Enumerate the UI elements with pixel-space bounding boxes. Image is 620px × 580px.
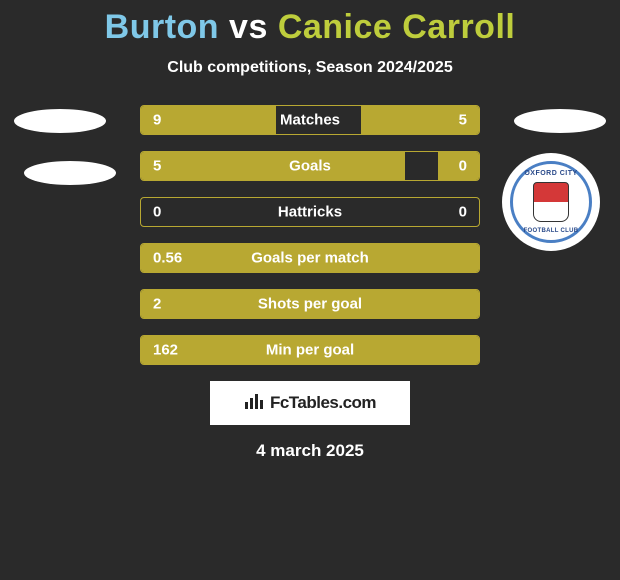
badge-text-bottom: FOOTBALL CLUB	[524, 228, 579, 234]
bar-row: 9Matches5	[140, 105, 480, 135]
bar-value-right: 0	[459, 204, 467, 221]
bar-fill-left	[141, 290, 479, 318]
site-logo-text: FcTables.com	[270, 393, 376, 413]
badge-text-top: OXFORD CITY	[524, 170, 577, 177]
left-logo-placeholder	[14, 109, 106, 133]
date-text: 4 march 2025	[0, 441, 620, 461]
player1-name: Burton	[105, 8, 219, 46]
bar-fill-left	[141, 152, 405, 180]
bar-row: 5Goals0	[140, 151, 480, 181]
subtitle: Club competitions, Season 2024/2025	[0, 59, 620, 77]
bar-value-left: 0	[153, 204, 161, 221]
club-badge-inner: OXFORD CITY FOOTBALL CLUB	[510, 161, 592, 243]
bar-fill-right	[361, 106, 479, 134]
player2-name: Canice Carroll	[278, 8, 516, 46]
badge-shield-icon	[533, 182, 569, 222]
site-logo: FcTables.com	[210, 381, 410, 425]
bar-label: Hattricks	[141, 204, 479, 221]
bar-fill-left	[141, 106, 276, 134]
right-logo-placeholder	[514, 109, 606, 133]
bar-row: 2Shots per goal	[140, 289, 480, 319]
bar-row: 0Hattricks0	[140, 197, 480, 227]
bar-fill-left	[141, 244, 479, 272]
chart-area: OXFORD CITY FOOTBALL CLUB 9Matches5 5Goal…	[0, 105, 620, 365]
bar-fill-left	[141, 336, 479, 364]
bar-row: 162Min per goal	[140, 335, 480, 365]
bar-row: 0.56Goals per match	[140, 243, 480, 273]
page-title: Burton vs Canice Carroll	[0, 0, 620, 47]
bar-fill-right	[438, 152, 479, 180]
vs-text: vs	[229, 8, 268, 46]
club-badge: OXFORD CITY FOOTBALL CLUB	[502, 153, 600, 251]
comparison-bars: 9Matches5 5Goals0 0Hattricks0 0.56Goals per…	[140, 105, 480, 365]
chart-icon	[244, 392, 264, 415]
left-logo-placeholder-2	[24, 161, 116, 185]
